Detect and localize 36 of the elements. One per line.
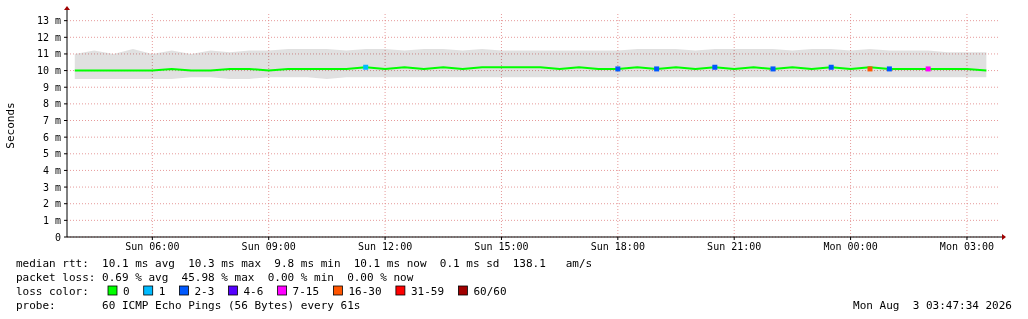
x-tick-label: Mon 03:00 <box>939 241 995 252</box>
text: probe: 60 ICMP Echo Pings (56 Bytes) every 61s <box>16 299 361 312</box>
legend-label: 60/60 <box>473 285 507 298</box>
legend-label: 31-59 <box>410 285 445 298</box>
text: Mon Aug 3 03:47:34 2026 <box>853 299 1012 312</box>
legend-label: 1 <box>158 285 166 298</box>
y-tick-label: 1 m <box>42 214 61 226</box>
x-tick-label: Mon 00:00 <box>823 241 878 252</box>
y-tick-label: 13 m <box>36 15 61 27</box>
y-tick-label: 10 m <box>36 65 61 77</box>
x-tick-label: Sun 15:00 <box>474 241 529 252</box>
y-tick-label: 2 m <box>42 198 61 210</box>
y-tick-label: 11 m <box>36 48 61 60</box>
legend-title: loss color: <box>16 285 89 298</box>
x-tick-label: Sun 09:00 <box>241 241 296 252</box>
text: packet loss: 0.69 % avg 45.98 % max 0.00 % min 0.00 % now <box>16 271 414 284</box>
y-tick-label: 9 m <box>42 81 61 93</box>
y-tick-label: 8 m <box>42 98 61 110</box>
x-tick-label: Sun 12:00 <box>358 241 413 252</box>
legend-label: 4-6 <box>243 285 264 298</box>
y-tick-label: 4 m <box>42 164 61 176</box>
text: median rtt: 10.1 ms avg 10.3 ms max 9.8 ms min 10.1 ms now 0.1 ms sd 138.1 am/s <box>16 257 593 270</box>
legend-label: 0 <box>123 285 130 298</box>
y-tick-label: 3 m <box>42 181 61 193</box>
x-tick-label: Sun 21:00 <box>707 241 762 252</box>
legend-label: 16-30 <box>348 285 382 298</box>
x-tick-label: Sun 18:00 <box>590 241 645 252</box>
y-tick-label: 5 m <box>42 148 61 160</box>
legend-label: 2-3 <box>194 285 215 298</box>
y-axis-title: Seconds <box>4 102 17 149</box>
y-tick-label: 0 <box>54 231 61 243</box>
legend-label: 7-15 <box>292 285 320 298</box>
y-tick-label: 12 m <box>36 31 61 43</box>
y-tick-label: 7 m <box>42 115 61 127</box>
y-tick-label: 6 m <box>42 131 61 143</box>
x-tick-label: Sun 06:00 <box>125 241 180 252</box>
